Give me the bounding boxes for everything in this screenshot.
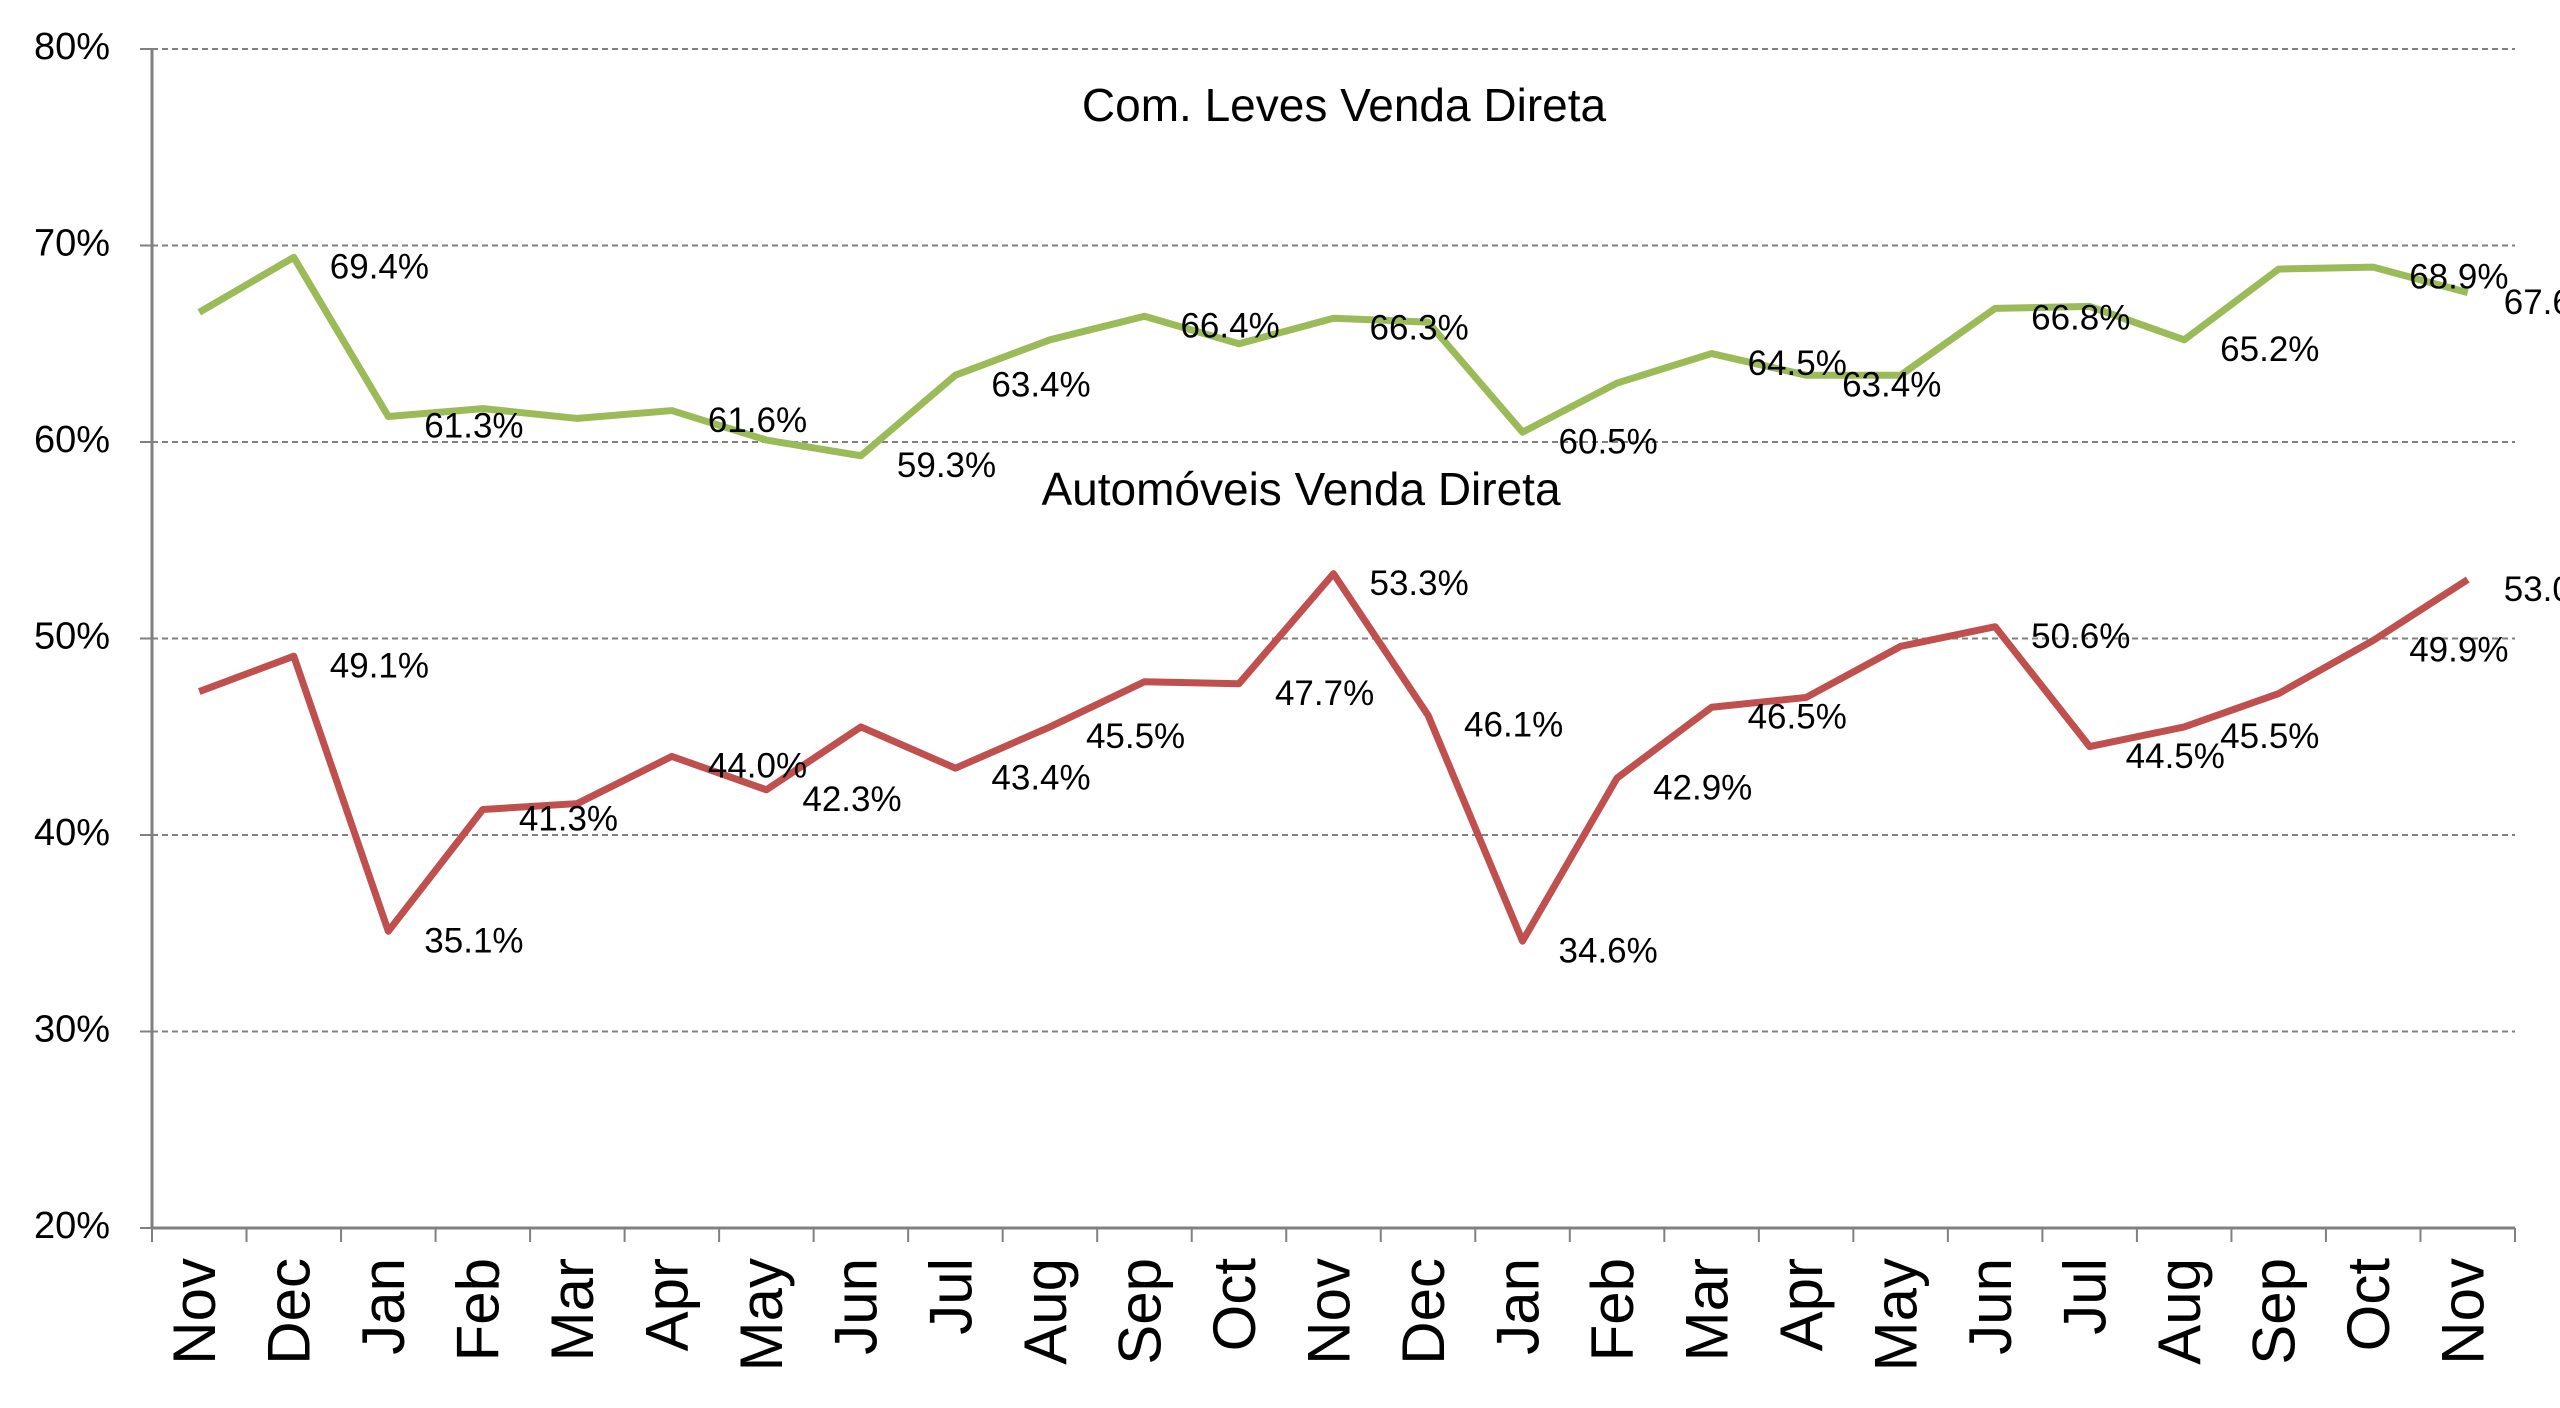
- data-label: 44.5%: [2126, 737, 2225, 776]
- x-tick-label: Mar: [1673, 1258, 1740, 1361]
- series-line: [197, 253, 2469, 460]
- x-tick-label: Aug: [1012, 1258, 1079, 1365]
- data-label: 61.6%: [708, 401, 807, 440]
- data-label: 46.1%: [1464, 705, 1563, 744]
- data-label: 46.5%: [1748, 698, 1847, 737]
- data-label: 69.4%: [330, 248, 429, 287]
- data-label: 59.3%: [897, 446, 996, 485]
- x-tick-label: Dec: [1390, 1258, 1457, 1365]
- data-label: 43.4%: [991, 758, 1090, 797]
- data-label: 64.5%: [1748, 344, 1847, 383]
- data-label: 42.3%: [802, 780, 901, 819]
- x-tick-label: Mar: [539, 1258, 606, 1361]
- y-tick-label: 70%: [34, 223, 110, 265]
- x-tick-label: Nov: [161, 1258, 228, 1365]
- y-tick-label: 60%: [34, 419, 110, 461]
- x-tick-label: Jul: [917, 1258, 984, 1335]
- data-label: 65.2%: [2220, 330, 2319, 369]
- x-tick-label: Jul: [2052, 1258, 2119, 1335]
- x-tick-label: Jun: [1957, 1258, 2024, 1355]
- data-label: 66.4%: [1180, 306, 1279, 345]
- x-tick-label: May: [728, 1258, 795, 1371]
- x-tick-label: Oct: [1201, 1258, 1268, 1352]
- data-label: 61.3%: [424, 407, 523, 446]
- data-label: 47.7%: [1275, 674, 1374, 713]
- x-tick-label: Nov: [1295, 1258, 1362, 1365]
- x-tick-label: Sep: [1106, 1258, 1173, 1365]
- data-label: 34.6%: [1559, 931, 1658, 970]
- x-tick-label: May: [1862, 1258, 1929, 1371]
- data-label: 63.4%: [991, 365, 1090, 404]
- x-tick-label: Dec: [256, 1258, 323, 1365]
- x-tick-label: Oct: [2335, 1258, 2402, 1352]
- data-label: 50.6%: [2031, 617, 2130, 656]
- series-line: [198, 570, 2470, 945]
- data-label: 53.3%: [1370, 564, 1469, 603]
- x-tick-label: Nov: [2430, 1258, 2497, 1365]
- data-label: 49.1%: [330, 646, 429, 685]
- data-label: 44.0%: [708, 747, 807, 786]
- x-tick-label: Apr: [1768, 1258, 1835, 1351]
- data-label: 49.9%: [2409, 631, 2508, 670]
- data-label: 63.4%: [1842, 365, 1941, 404]
- data-label: 35.1%: [424, 922, 523, 961]
- series-name: Automóveis Venda Direta: [1041, 463, 1560, 515]
- data-label: 60.5%: [1559, 422, 1658, 461]
- data-label: 68.9%: [2409, 257, 2508, 296]
- x-tick-label: Jan: [350, 1258, 417, 1355]
- x-tick-label: Feb: [1579, 1258, 1646, 1361]
- x-tick-label: Jun: [823, 1258, 890, 1355]
- x-tick-label: Sep: [2241, 1258, 2308, 1365]
- data-label: 41.3%: [519, 800, 618, 839]
- data-label: 45.5%: [1086, 717, 1185, 756]
- data-label: 45.5%: [2220, 717, 2319, 756]
- x-tick-label: Apr: [634, 1258, 701, 1351]
- y-tick-label: 50%: [34, 616, 110, 658]
- y-tick-label: 30%: [34, 1009, 110, 1051]
- y-tick-label: 80%: [34, 26, 110, 68]
- y-tick-label: 20%: [34, 1205, 110, 1247]
- x-tick-label: Feb: [445, 1258, 512, 1361]
- data-label: 66.8%: [2031, 299, 2130, 338]
- data-label: 42.9%: [1653, 768, 1752, 807]
- x-tick-label: Jan: [1484, 1258, 1551, 1355]
- data-label: 53.0%: [2504, 570, 2560, 609]
- y-tick-label: 40%: [34, 812, 110, 854]
- data-label: 66.3%: [1370, 308, 1469, 347]
- x-tick-label: Aug: [2146, 1258, 2213, 1365]
- data-label: 67.6%: [2504, 283, 2560, 322]
- series-name: Com. Leves Venda Direta: [1082, 79, 1607, 131]
